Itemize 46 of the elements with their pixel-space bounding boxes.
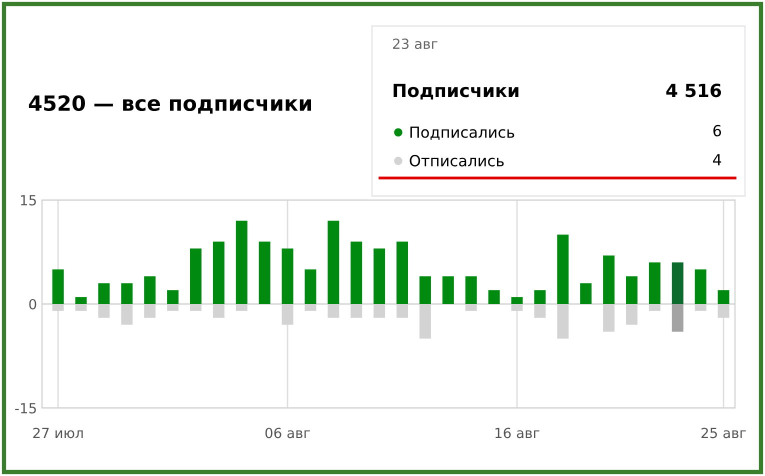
chart-title: 4520 — все подписчики [28,95,311,114]
bar [167,290,179,304]
bar [282,248,294,304]
bar [465,276,477,304]
text: 4 516 [666,84,722,98]
x-tick-label: 06 авг [265,428,310,438]
y-tick-label: -15 [15,403,36,414]
bar [442,276,454,304]
bar [350,242,362,304]
bar [672,304,684,332]
bar [190,248,202,304]
text: 23 авг [393,38,438,50]
bar [488,290,500,304]
x-tick-label: 27 июл [33,428,83,438]
bar [511,297,523,304]
bar [304,269,316,304]
bar [580,283,592,304]
bar [374,248,386,304]
bar [419,276,431,304]
bar [672,262,684,304]
bar [98,283,110,304]
bar [75,297,87,304]
bar [626,276,638,304]
bar [328,220,340,304]
bar [121,283,133,304]
x-tick-label: 25 авг [702,428,746,438]
text: Подписчики [394,84,518,100]
bar [694,269,706,304]
legend-label: Подписались [410,126,514,140]
legend-label: Отписались [410,154,504,166]
bar [718,290,730,304]
text: 6 [713,124,722,136]
bar [603,255,615,304]
bar [534,290,546,304]
bar [236,220,248,304]
x-tick-label: 16 авг [495,428,540,438]
y-tick-label: 0 [29,298,36,310]
bar [557,234,569,304]
bar [396,242,408,304]
bar [144,276,156,304]
text: 4 [713,154,722,166]
bar [212,242,224,304]
bar [648,262,660,304]
bar [258,242,270,304]
y-tick-label: 15 [20,195,36,206]
bar [52,269,64,304]
